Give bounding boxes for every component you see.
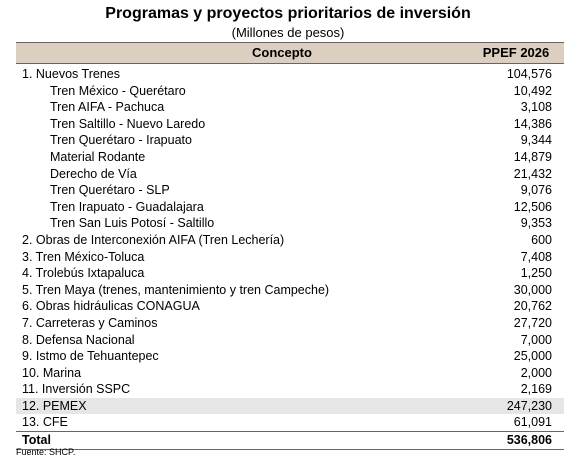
row-label: 10. Marina bbox=[22, 365, 82, 380]
table-row: 1. Nuevos Trenes 104,576 bbox=[16, 66, 564, 83]
row-label: Tren Saltillo - Nuevo Laredo bbox=[50, 116, 206, 131]
row-value: 600 bbox=[531, 232, 552, 247]
row-label: Tren Querétaro - Irapuato bbox=[50, 133, 192, 148]
table-row: 3. Tren México-Toluca 7,408 bbox=[16, 249, 564, 266]
row-label: 9. Istmo de Tehuantepec bbox=[22, 349, 159, 364]
row-label: 7. Carreteras y Caminos bbox=[22, 315, 158, 330]
table-row: 5. Tren Maya (trenes, mantenimiento y tr… bbox=[16, 282, 564, 299]
row-value: 20,762 bbox=[513, 299, 552, 314]
row-value: 10,492 bbox=[513, 83, 552, 98]
row-value: 536,806 bbox=[506, 433, 552, 448]
table-row: Material Rodante 14,879 bbox=[16, 149, 564, 166]
row-value: 14,386 bbox=[513, 116, 552, 131]
investment-table: Concepto PPEF 2026 1. Nuevos Trenes 104,5… bbox=[16, 42, 564, 450]
row-value: 2,169 bbox=[520, 382, 552, 397]
row-label: Tren Irapuato - Guadalajara bbox=[50, 199, 204, 214]
total-row: Total 536,806 bbox=[16, 431, 564, 450]
table-row: 9. Istmo de Tehuantepec 25,000 bbox=[16, 348, 564, 365]
row-value: 21,432 bbox=[513, 166, 552, 181]
row-label: 4. Trolebús Ixtapaluca bbox=[22, 266, 145, 281]
row-label: Material Rodante bbox=[50, 149, 146, 164]
row-value: 1,250 bbox=[520, 266, 552, 281]
table-row: Tren Querétaro - Irapuato 9,344 bbox=[16, 132, 564, 149]
table-row: 6. Obras hidráulicas CONAGUA 20,762 bbox=[16, 298, 564, 315]
row-label: 13. CFE bbox=[22, 415, 68, 430]
row-label: Tren México - Querétaro bbox=[50, 83, 186, 98]
table-row: 10. Marina 2,000 bbox=[16, 365, 564, 382]
row-value: 3,108 bbox=[520, 100, 552, 115]
table-body: 1. Nuevos Trenes 104,576 Tren México - Que… bbox=[16, 64, 564, 450]
row-label: Tren AIFA - Pachuca bbox=[50, 100, 165, 115]
row-value: 9,076 bbox=[520, 183, 552, 198]
row-value: 9,353 bbox=[520, 216, 552, 231]
row-label: 5. Tren Maya (trenes, mantenimiento y tr… bbox=[22, 282, 330, 297]
table-header: Concepto PPEF 2026 bbox=[16, 42, 564, 64]
table-row: 8. Defensa Nacional 7,000 bbox=[16, 332, 564, 349]
row-value: 247,230 bbox=[506, 398, 552, 413]
row-label: 6. Obras hidráulicas CONAGUA bbox=[22, 299, 200, 314]
row-value: 2,000 bbox=[520, 365, 552, 380]
row-label: Derecho de Vía bbox=[50, 166, 137, 181]
row-value: 7,408 bbox=[520, 249, 552, 264]
table-row: 2. Obras de Interconexión AIFA (Tren Lec… bbox=[16, 232, 564, 249]
table-row: Tren Saltillo - Nuevo Laredo 14,386 bbox=[16, 116, 564, 133]
table-row: Tren México - Querétaro 10,492 bbox=[16, 83, 564, 100]
row-value: 14,879 bbox=[513, 149, 552, 164]
row-label: 1. Nuevos Trenes bbox=[22, 67, 120, 81]
row-label: 8. Defensa Nacional bbox=[22, 332, 135, 347]
row-value: 30,000 bbox=[513, 282, 552, 297]
table-row: 4. Trolebús Ixtapaluca 1,250 bbox=[16, 265, 564, 282]
row-value: 9,344 bbox=[520, 133, 552, 148]
table-title: Programas y proyectos prioritarios de in… bbox=[105, 5, 471, 22]
row-label: 12. PEMEX bbox=[22, 398, 87, 413]
table-row: 12. PEMEX 247,230 bbox=[16, 397, 564, 415]
table-row: 7. Carreteras y Caminos 27,720 bbox=[16, 315, 564, 332]
row-value: 61,091 bbox=[513, 415, 552, 430]
row-label: Tren Querétaro - SLP bbox=[50, 183, 170, 198]
row-label: Total bbox=[22, 433, 51, 448]
table-row: Tren San Luis Potosí - Saltillo 9,353 bbox=[16, 215, 564, 232]
table-row: 11. Inversión SSPC 2,169 bbox=[16, 381, 564, 398]
table-row: 13. CFE 61,091 bbox=[16, 414, 564, 431]
row-value: 25,000 bbox=[513, 349, 552, 364]
row-value: 104,576 bbox=[506, 67, 552, 81]
source-note: Fuente: SHCP. bbox=[16, 447, 76, 457]
table-subtitle: (Millones de pesos) bbox=[231, 25, 345, 40]
header-concept: Concepto bbox=[252, 45, 312, 60]
row-value: 27,720 bbox=[513, 315, 552, 330]
row-value: 12,506 bbox=[513, 199, 552, 214]
table-row: Tren AIFA - Pachuca 3,108 bbox=[16, 99, 564, 116]
row-label: 2. Obras de Interconexión AIFA (Tren Lec… bbox=[22, 232, 285, 247]
table-row: Derecho de Vía 21,432 bbox=[16, 166, 564, 183]
table-row: Tren Irapuato - Guadalajara 12,506 bbox=[16, 199, 564, 216]
row-value: 7,000 bbox=[520, 332, 552, 347]
row-label: Tren San Luis Potosí - Saltillo bbox=[50, 216, 215, 231]
row-label: 3. Tren México-Toluca bbox=[22, 249, 145, 264]
row-label: 11. Inversión SSPC bbox=[22, 382, 131, 397]
table-row: Tren Querétaro - SLP 9,076 bbox=[16, 182, 564, 199]
header-value: PPEF 2026 bbox=[482, 45, 550, 60]
